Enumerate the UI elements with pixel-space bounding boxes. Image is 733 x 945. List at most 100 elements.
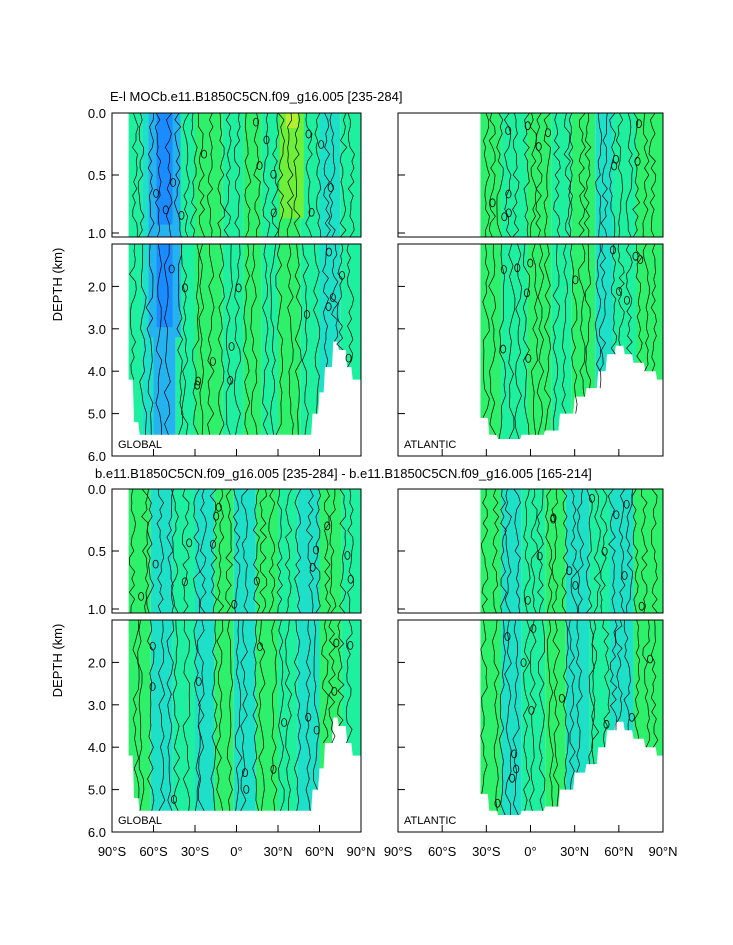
field-band <box>261 244 278 435</box>
contour-line <box>568 113 574 237</box>
field-band <box>222 244 244 435</box>
contour-line <box>198 113 206 237</box>
field-band <box>565 620 590 790</box>
contour-line <box>275 244 284 435</box>
contour-line <box>514 244 522 440</box>
contour-label-zero <box>589 493 596 503</box>
field-band <box>150 489 173 613</box>
contour-line <box>585 489 593 613</box>
field-band <box>195 620 215 811</box>
contour-line <box>192 244 200 435</box>
contour-line <box>129 244 137 380</box>
contour-label-zero <box>256 642 263 652</box>
y-tick-label: 2.0 <box>88 655 106 670</box>
contour-line <box>182 620 191 811</box>
top-global-upper-shading <box>128 113 361 237</box>
contour-label-zero <box>505 126 512 136</box>
contour-line <box>632 113 641 237</box>
contour-label-zero <box>168 264 175 274</box>
contour-label-zero <box>524 595 531 605</box>
y-axis-title: DEPTH (km) <box>50 624 65 698</box>
nh-cell <box>279 113 304 219</box>
field-band <box>480 620 502 816</box>
contour-label-zero <box>500 265 507 274</box>
x-tick-label: 0° <box>524 844 536 859</box>
contour-line <box>563 620 569 790</box>
contour-label-zero <box>243 785 250 794</box>
field-band <box>319 113 341 237</box>
contour-line <box>330 244 339 342</box>
contour-line <box>618 489 626 613</box>
contour-line <box>625 489 634 613</box>
top-atlantic-lower-shading <box>480 244 663 440</box>
contour-label-zero <box>263 135 270 145</box>
contour-label-zero <box>505 189 512 199</box>
contour-line <box>193 489 201 613</box>
contour-line <box>634 620 641 739</box>
contour-line <box>610 244 617 355</box>
contour-line <box>286 113 294 237</box>
top-chart-title: E-l MOCb.e11.B1850C5CN.f09_g16.005 [235-… <box>110 89 403 104</box>
field-band <box>551 244 572 431</box>
contour-label-zero <box>524 121 531 131</box>
contour-line <box>345 620 353 744</box>
contour-label-zero <box>333 638 340 648</box>
contour-line <box>599 244 607 372</box>
contour-line <box>329 489 337 613</box>
field-band <box>571 244 596 414</box>
contour-label-zero <box>634 156 641 166</box>
contour-line <box>536 489 544 613</box>
contour-line <box>286 244 294 435</box>
contour-line <box>482 244 490 418</box>
contour-label-zero <box>209 539 216 549</box>
contour-line <box>498 244 506 440</box>
contour-label-zero <box>613 510 620 520</box>
field-band <box>255 489 278 613</box>
contour-line <box>546 620 554 807</box>
contour-label-zero <box>609 245 616 255</box>
y-tick-label: 6.0 <box>88 825 106 840</box>
bottom-global-field <box>128 489 361 811</box>
contour-line <box>176 244 184 435</box>
contour-line <box>536 244 545 435</box>
contour-line <box>171 489 179 613</box>
contour-label-zero <box>170 795 177 804</box>
contour-label-zero <box>616 286 623 296</box>
field-band <box>319 244 341 393</box>
contour-line <box>226 620 234 811</box>
contour-label-zero <box>635 119 642 129</box>
contour-line <box>641 489 648 613</box>
contour-label-zero <box>513 764 520 774</box>
contour-label-zero <box>511 749 518 759</box>
contour-label-zero <box>501 212 508 222</box>
field-band <box>300 113 320 237</box>
bottom-atlantic-lower-shading <box>480 620 663 816</box>
contour-line <box>593 489 601 613</box>
contour-label-zero <box>544 128 551 138</box>
contour-label-zero <box>572 580 579 590</box>
top-atlantic-upper-shading <box>480 113 663 237</box>
contour-line <box>269 244 277 435</box>
contour-line <box>522 113 530 237</box>
contour-label-zero <box>523 288 530 298</box>
contour-label-zero <box>270 764 277 774</box>
contour-label-zero <box>195 677 202 686</box>
nh-cell-core <box>285 113 298 128</box>
field-band <box>195 244 223 435</box>
contour-line <box>190 113 198 237</box>
contour-line <box>139 244 147 435</box>
contour-line <box>215 620 224 811</box>
contour-label-zero <box>213 511 220 521</box>
contour-label-zero <box>149 641 156 651</box>
contour-label-zero <box>253 117 260 127</box>
contour-label-zero <box>632 251 639 261</box>
contour-label-zero <box>621 571 628 580</box>
field-band <box>128 620 151 811</box>
contour-line <box>480 489 489 613</box>
contour-line <box>543 244 552 431</box>
contour-line <box>132 113 139 237</box>
contour-line <box>591 620 600 765</box>
contour-label-zero <box>138 591 145 601</box>
contour-line <box>323 113 331 237</box>
contour-line <box>498 620 506 816</box>
